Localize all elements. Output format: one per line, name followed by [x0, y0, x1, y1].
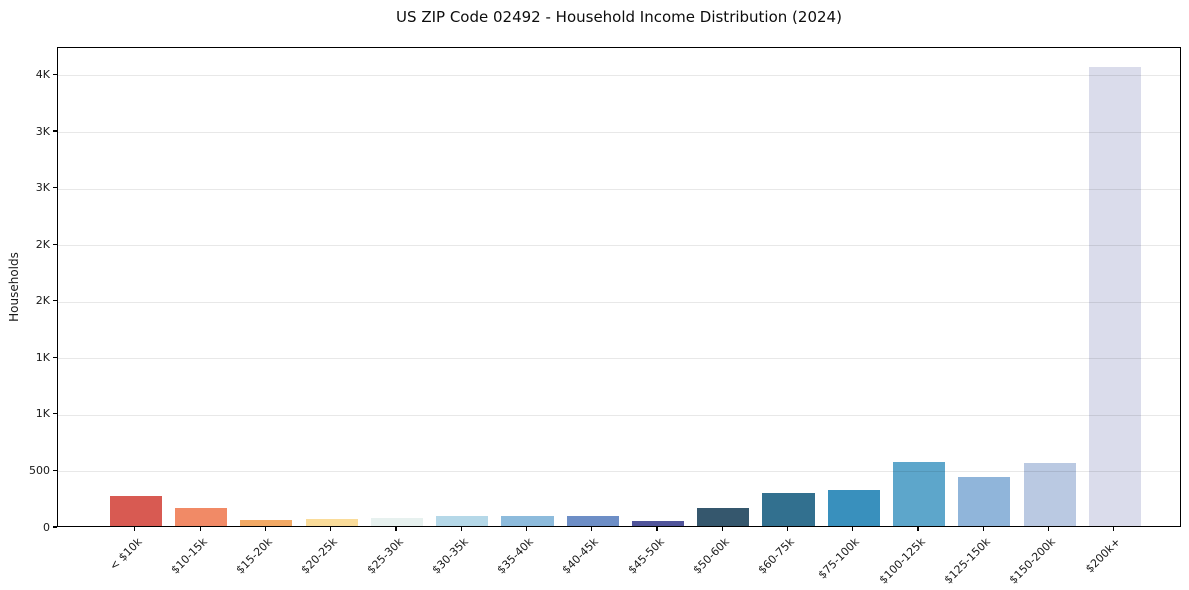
gridline: [58, 132, 1180, 134]
x-tick-label: $100-125k: [876, 535, 928, 587]
y-tick-label: 0: [43, 520, 50, 534]
y-tick-mark: [53, 356, 57, 358]
y-tick-label: 1K: [35, 350, 50, 364]
x-tick-label: $150-200k: [1006, 535, 1059, 587]
y-tick-mark: [53, 526, 57, 528]
x-tick-label: $20-25k: [298, 535, 341, 577]
y-tick-label: 2K: [35, 237, 50, 251]
bar: [501, 515, 554, 526]
x-tick-mark: [721, 527, 723, 531]
x-tick-label: $75-100k: [816, 535, 863, 582]
gridline: [58, 471, 1180, 473]
bar: [370, 517, 424, 526]
x-tick-label: $50-60k: [690, 535, 732, 577]
bar: [305, 518, 358, 526]
x-tick-mark: [591, 527, 593, 531]
x-tick-mark: [982, 527, 984, 531]
bar: [1023, 462, 1076, 526]
bar: [892, 461, 946, 526]
x-tick-mark: [199, 527, 201, 531]
y-tick-label: 2K: [35, 294, 50, 308]
bar: [1088, 66, 1141, 526]
y-tick-mark: [53, 243, 57, 245]
bar: [958, 477, 1011, 526]
y-tick-label: 1K: [35, 407, 50, 421]
x-tick-label: $60-75k: [755, 535, 798, 577]
x-tick-label: $45-50k: [625, 535, 667, 577]
y-tick-mark: [53, 300, 57, 302]
bar: [175, 508, 228, 526]
chart-title: US ZIP Code 02492 - Household Income Dis…: [396, 8, 842, 26]
x-tick-mark: [330, 527, 332, 531]
plot-area: [57, 47, 1181, 527]
x-tick-mark: [264, 527, 266, 531]
bar: [436, 516, 489, 526]
y-tick-mark: [53, 187, 57, 189]
x-tick-label: $35-40k: [494, 535, 536, 577]
x-tick-label: $30-35k: [429, 535, 471, 577]
x-tick-label: $25-30k: [364, 535, 406, 577]
x-tick-mark: [134, 527, 136, 531]
y-tick-mark: [53, 130, 57, 132]
x-tick-mark: [786, 527, 789, 531]
y-tick-mark: [53, 469, 57, 472]
bar: [827, 489, 880, 526]
x-tick-mark: [917, 527, 919, 531]
gridline: [58, 301, 1180, 303]
x-tick-mark: [1113, 527, 1115, 531]
gridline: [58, 358, 1180, 360]
x-tick-label: $40-45k: [559, 535, 602, 577]
bar: [566, 516, 619, 526]
bar: [631, 521, 685, 526]
y-tick-label: 3K: [35, 124, 50, 138]
x-tick-mark: [395, 527, 397, 531]
x-tick-mark: [460, 527, 462, 531]
bar: [762, 493, 815, 526]
gridline: [58, 188, 1180, 190]
gridline: [58, 75, 1180, 77]
bar: [109, 496, 162, 526]
y-tick-label: 4K: [35, 67, 50, 81]
x-tick-label: $15-20k: [233, 535, 275, 577]
x-tick-label: $125-150k: [941, 535, 993, 587]
x-tick-mark: [1048, 527, 1050, 531]
x-tick-label: $10-15k: [168, 535, 210, 577]
x-tick-mark: [525, 527, 528, 531]
gridline: [58, 245, 1180, 247]
x-tick-label: < $10k: [106, 535, 145, 573]
y-tick-label: 3K: [35, 181, 50, 195]
gridline: [58, 414, 1180, 416]
bar: [240, 519, 293, 526]
bar: [697, 507, 750, 526]
y-tick-label: 500: [29, 463, 50, 477]
y-tick-mark: [53, 73, 57, 76]
y-tick-mark: [53, 413, 57, 415]
x-tick-mark: [852, 527, 854, 531]
y-axis-label: Households: [7, 252, 21, 322]
x-tick-mark: [656, 527, 658, 531]
x-tick-label: $200k+: [1083, 535, 1124, 576]
